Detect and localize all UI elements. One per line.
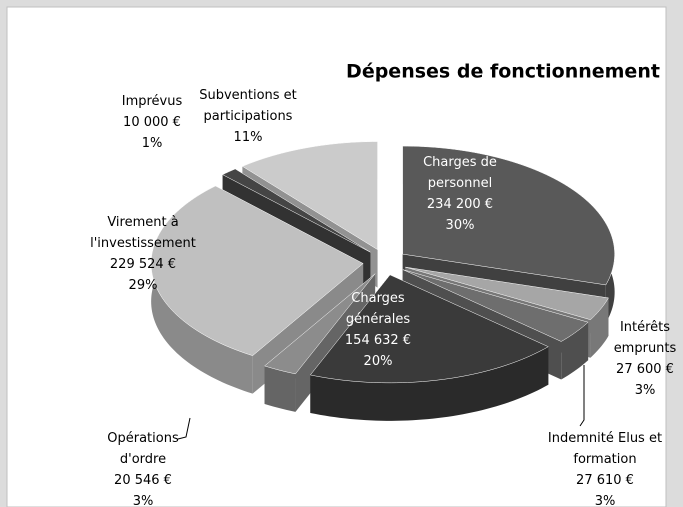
percent-label: 30% xyxy=(446,218,475,233)
value-label: 27 600 € xyxy=(616,362,674,377)
value-label: 20 546 € xyxy=(114,473,172,488)
data-label: Opérations d'ordre 20 546 € 3% xyxy=(107,431,179,507)
slice-side xyxy=(310,346,549,421)
category-label: Charges de xyxy=(423,155,497,170)
category-label: Imprévus xyxy=(122,94,183,109)
slice xyxy=(241,141,378,251)
leader-line xyxy=(177,417,191,440)
value-label: 234 200 € xyxy=(427,197,493,212)
category-label: Virement à xyxy=(107,215,178,230)
data-label: Charges de personnel 234 200 € 30% xyxy=(423,155,497,233)
slice-side xyxy=(264,365,296,412)
category-label: formation xyxy=(573,452,636,467)
category-label: personnel xyxy=(428,176,492,191)
chart-title: Dépenses de fonctionnement xyxy=(346,61,660,83)
category-label: générales xyxy=(346,312,410,327)
category-label: Charges xyxy=(351,291,405,306)
value-label: 154 632 € xyxy=(345,333,411,348)
pie xyxy=(150,141,615,421)
percent-label: 29% xyxy=(129,278,158,293)
value-label: 27 610 € xyxy=(576,473,634,488)
data-label: Indemnité Elus et formation 27 610 € 3% xyxy=(548,431,662,507)
slice xyxy=(405,266,609,320)
data-label: Imprévus 10 000 € 1% xyxy=(122,94,183,151)
category-label: Indemnité Elus et xyxy=(548,431,662,446)
percent-label: 3% xyxy=(635,383,656,398)
percent-label: 3% xyxy=(133,494,154,507)
slice xyxy=(309,274,549,384)
value-label: 10 000 € xyxy=(123,115,181,130)
leader-line xyxy=(579,365,585,427)
slice xyxy=(150,185,364,356)
category-label: d'ordre xyxy=(120,452,166,467)
category-label: l'investissement xyxy=(90,236,196,251)
percent-label: 20% xyxy=(364,354,393,369)
category-label: emprunts xyxy=(614,341,677,356)
slice-side xyxy=(561,322,589,380)
data-label: Charges générales 154 632 € 20% xyxy=(345,291,411,369)
slice xyxy=(264,273,376,375)
slice xyxy=(222,168,371,253)
slice xyxy=(402,145,615,286)
percent-label: 1% xyxy=(142,136,163,151)
category-label: Intérêts xyxy=(620,320,670,335)
percent-label: 3% xyxy=(595,494,616,507)
value-label: 229 524 € xyxy=(110,257,176,272)
data-label: Intérêts emprunts 27 600 € 3% xyxy=(614,320,677,398)
category-label: participations xyxy=(204,109,293,124)
labels: Charges de personnel 234 200 € 30% Intérêts e… xyxy=(90,88,676,507)
slice-side xyxy=(590,297,609,358)
category-label: Subventions et xyxy=(199,88,297,103)
category-label: Opérations xyxy=(107,431,179,446)
slice xyxy=(402,269,589,342)
percent-label: 11% xyxy=(234,130,263,145)
data-label: Subventions et participations 11% xyxy=(199,88,297,145)
data-label: Virement à l'investissement 229 524 € 29% xyxy=(90,215,196,293)
